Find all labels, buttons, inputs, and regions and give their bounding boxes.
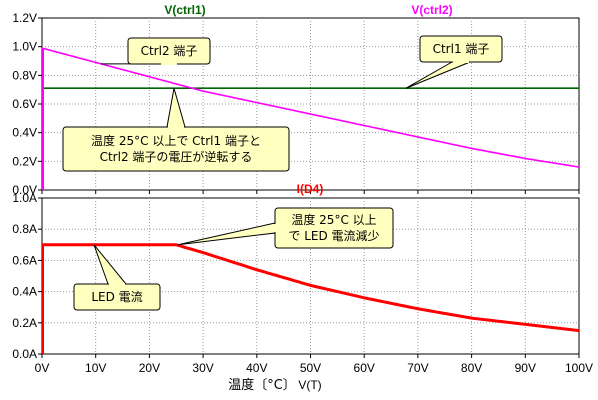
x-tick-label: 20V [139, 361, 160, 375]
callout-text: Ctrl2 端子の電圧が逆転する [100, 149, 253, 164]
y-tick-label: 0.4A [12, 285, 37, 299]
x-tick-label: 10V [85, 361, 106, 375]
trace-label-ctrl1: V(ctrl1) [164, 3, 205, 17]
x-tick-label: 0V [35, 361, 50, 375]
x-tick-label: 100V [565, 361, 593, 375]
x-tick-label: 90V [515, 361, 536, 375]
callout-text: Ctrl2 端子 [141, 44, 198, 58]
trace-label-ctrl2: V(ctrl2) [411, 3, 452, 17]
x-axis-label: V(T) [298, 378, 321, 392]
callout-led-decrease: 温度 25°C 以上で LED 電流減少 [177, 207, 394, 249]
y-tick-label: 0.8A [12, 222, 37, 236]
y-tick-label: 0.6A [12, 253, 37, 267]
y-tick-label: 0.2V [12, 154, 37, 168]
y-tick-label: 0.0A [12, 347, 37, 361]
x-tick-label: 80V [461, 361, 482, 375]
x-tick-label: 50V [300, 361, 321, 375]
y-tick-label: 0.4V [12, 126, 37, 140]
x-axis-label-temperature: 温度〔°C〕 [228, 377, 296, 393]
series-line-v-ctrl2- [41, 47, 580, 168]
callout-ctrl2: Ctrl2 端子 [100, 37, 211, 65]
y-tick-label: 0.6V [12, 97, 37, 111]
y-tick-label: 0.8V [12, 68, 37, 82]
callout-text: 温度 25°C 以上 [291, 212, 376, 227]
callout-ctrl1: Ctrl1 端子 [405, 35, 503, 89]
x-tick-label: 60V [354, 361, 375, 375]
callout-led-current: LED 電流 [73, 244, 161, 311]
callout-text: 温度 25°C 以上で Ctrl1 端子と [91, 133, 261, 148]
callout-text: LED 電流 [91, 290, 142, 304]
y-tick-label: 0.0V [12, 183, 37, 197]
y-tick-label: 1.0V [12, 40, 37, 54]
y-tick-label: 1.0A [12, 191, 37, 205]
x-tick-label: 30V [192, 361, 213, 375]
y-tick-label: 0.2A [12, 316, 37, 330]
x-tick-label: 40V [246, 361, 267, 375]
x-tick-label: 70V [407, 361, 428, 375]
series-line-i-d4- [42, 243, 580, 333]
y-tick-label: 1.2V [12, 11, 37, 25]
callout-text: で LED 電流減少 [288, 228, 379, 243]
trace-label-id4: I(D4) [297, 182, 324, 196]
callout-text: Ctrl1 端子 [433, 42, 490, 56]
